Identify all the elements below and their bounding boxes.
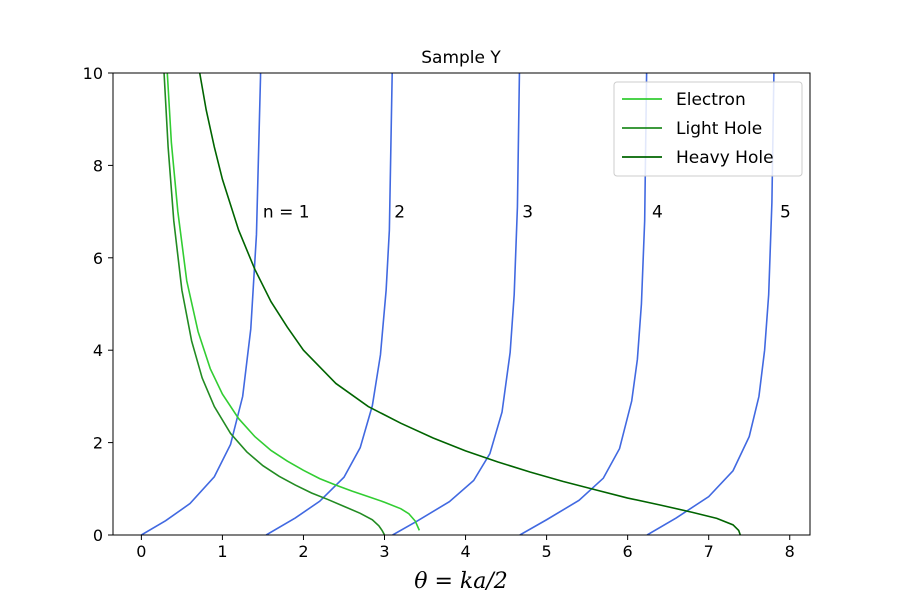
y-tick-label-4: 4 xyxy=(93,341,103,360)
x-tick-label-7: 7 xyxy=(704,542,714,561)
x-tick-label-3: 3 xyxy=(379,542,389,561)
x-axis: 0 1 2 3 4 5 6 7 8 xyxy=(136,535,795,561)
tan-branch-3 xyxy=(392,73,521,535)
x-tick-label-2: 2 xyxy=(298,542,308,561)
x-tick-label-5: 5 xyxy=(542,542,552,561)
branch-label-5: 5 xyxy=(780,203,791,223)
plot-frame xyxy=(112,72,811,536)
tan-branch-4 xyxy=(519,73,648,535)
tan-branch-5 xyxy=(646,73,775,535)
y-tick-label-0: 0 xyxy=(93,526,103,545)
legend-label-heavy-hole: Heavy Hole xyxy=(676,148,774,168)
light-hole-curve xyxy=(163,73,386,535)
x-tick-label-4: 4 xyxy=(460,542,470,561)
legend-label-electron: Electron xyxy=(676,90,746,110)
chart-title: Sample Y xyxy=(421,48,501,68)
x-tick-label-1: 1 xyxy=(217,542,227,561)
y-tick-label-2: 2 xyxy=(93,434,103,453)
tan-branches xyxy=(140,73,775,535)
y-tick-label-6: 6 xyxy=(93,249,103,268)
tan-branch-1 xyxy=(140,73,262,535)
band-curves xyxy=(163,73,742,535)
branch-label-3: 3 xyxy=(522,203,533,223)
branch-annotations: n = 1 2 3 4 5 xyxy=(263,203,791,223)
x-tick-label-8: 8 xyxy=(785,542,795,561)
y-tick-label-10: 10 xyxy=(83,64,103,83)
y-axis: 0 2 4 6 8 10 xyxy=(83,64,113,545)
legend-label-light-hole: Light Hole xyxy=(676,119,762,139)
legend: Electron Light Hole Heavy Hole xyxy=(613,81,803,177)
x-tick-label-6: 6 xyxy=(623,542,633,561)
branch-label-1: n = 1 xyxy=(263,203,310,223)
x-tick-label-0: 0 xyxy=(136,542,146,561)
legend-box xyxy=(613,81,803,177)
electron-curve xyxy=(166,73,421,531)
branch-label-4: 4 xyxy=(652,203,663,223)
branch-label-2: 2 xyxy=(394,203,405,223)
x-axis-label: θ = ka/2 xyxy=(414,569,508,594)
tan-branch-2 xyxy=(265,73,393,535)
heavy-hole-curve xyxy=(198,73,742,535)
y-tick-label-8: 8 xyxy=(93,156,103,175)
